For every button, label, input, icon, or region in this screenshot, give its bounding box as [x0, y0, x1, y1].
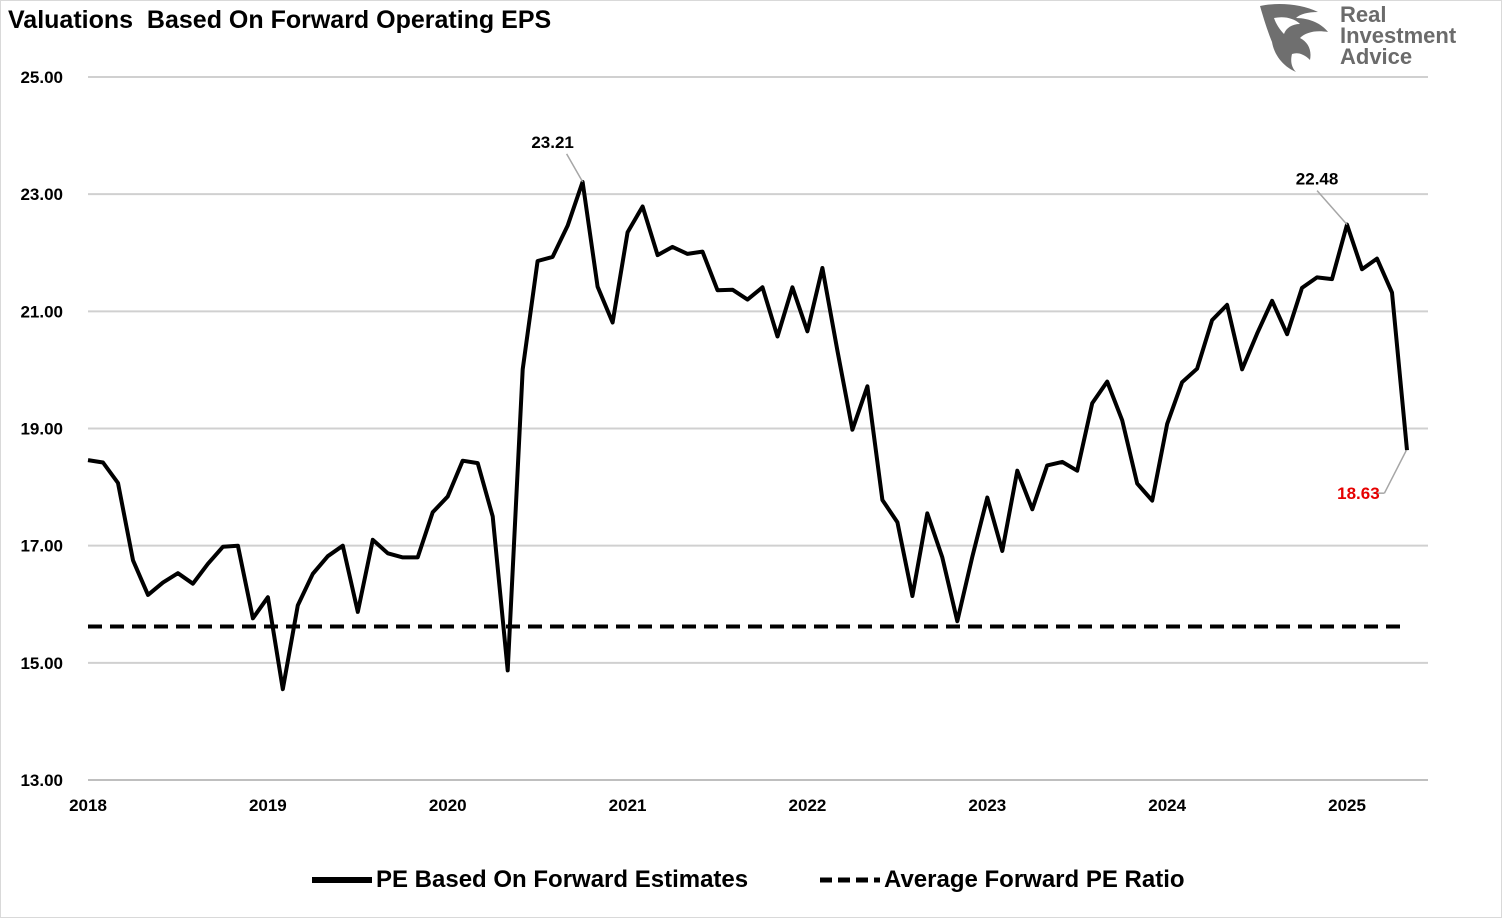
x-tick-label: 2020 [429, 796, 467, 815]
logo-line-investment: Investment [1340, 23, 1457, 48]
annotation-leader [1383, 449, 1408, 494]
y-tick-label: 13.00 [20, 771, 63, 790]
x-tick-label: 2021 [609, 796, 647, 815]
data-annotations: 23.21 22.48 18.63 [531, 133, 1408, 503]
grid-lines [88, 76, 1428, 781]
x-tick-label: 2018 [69, 796, 107, 815]
logo-line-real: Real [1340, 2, 1387, 27]
legend-item-pe: PE Based On Forward Estimates [312, 866, 748, 894]
x-tick-label: 2025 [1328, 796, 1366, 815]
y-tick-label: 17.00 [20, 537, 63, 556]
y-tick-label: 25.00 [20, 68, 63, 87]
x-axis-ticks: 2018 2019 2020 2021 2022 2023 2024 2025 [69, 796, 1366, 815]
y-tick-label: 21.00 [20, 302, 63, 321]
y-tick-label: 23.00 [20, 185, 63, 204]
x-tick-label: 2019 [249, 796, 287, 815]
y-tick-label: 19.00 [20, 420, 63, 439]
y-tick-label: 15.00 [20, 654, 63, 673]
x-tick-label: 2022 [789, 796, 827, 815]
logo-wordmark: Real Investment Advice [1340, 2, 1457, 69]
annotation-label: 22.48 [1296, 170, 1339, 189]
legend-label-average: Average Forward PE Ratio [884, 866, 1185, 893]
series-pe-forward-estimates [87, 179, 1409, 692]
y-axis-ticks: 13.00 15.00 17.00 19.00 21.00 23.00 25.00 [20, 68, 63, 790]
x-tick-label: 2023 [968, 796, 1006, 815]
eagle-icon [1260, 4, 1328, 72]
legend-swatch-solid [312, 877, 372, 883]
logo-line-advice: Advice [1340, 44, 1413, 69]
annotation-label: 23.21 [531, 133, 574, 152]
chart-title: Valuations Based On Forward Operating EP… [8, 6, 552, 34]
line-chart: 13.00 15.00 17.00 19.00 21.00 23.00 25.00 2018… [20, 68, 1428, 815]
legend-label-pe: PE Based On Forward Estimates [376, 866, 749, 893]
annotation-leader [565, 153, 584, 183]
legend: PE Based On Forward Estimates Average Fo… [0, 866, 1502, 902]
legend-item-average: Average Forward PE Ratio [820, 866, 1185, 894]
annotation-label: 18.63 [1337, 484, 1380, 503]
x-tick-label: 2024 [1148, 796, 1186, 815]
brand-logo: Real Investment Advice [1256, 2, 1476, 72]
legend-swatch-dashed [820, 877, 880, 883]
annotation-leader [1316, 190, 1348, 226]
